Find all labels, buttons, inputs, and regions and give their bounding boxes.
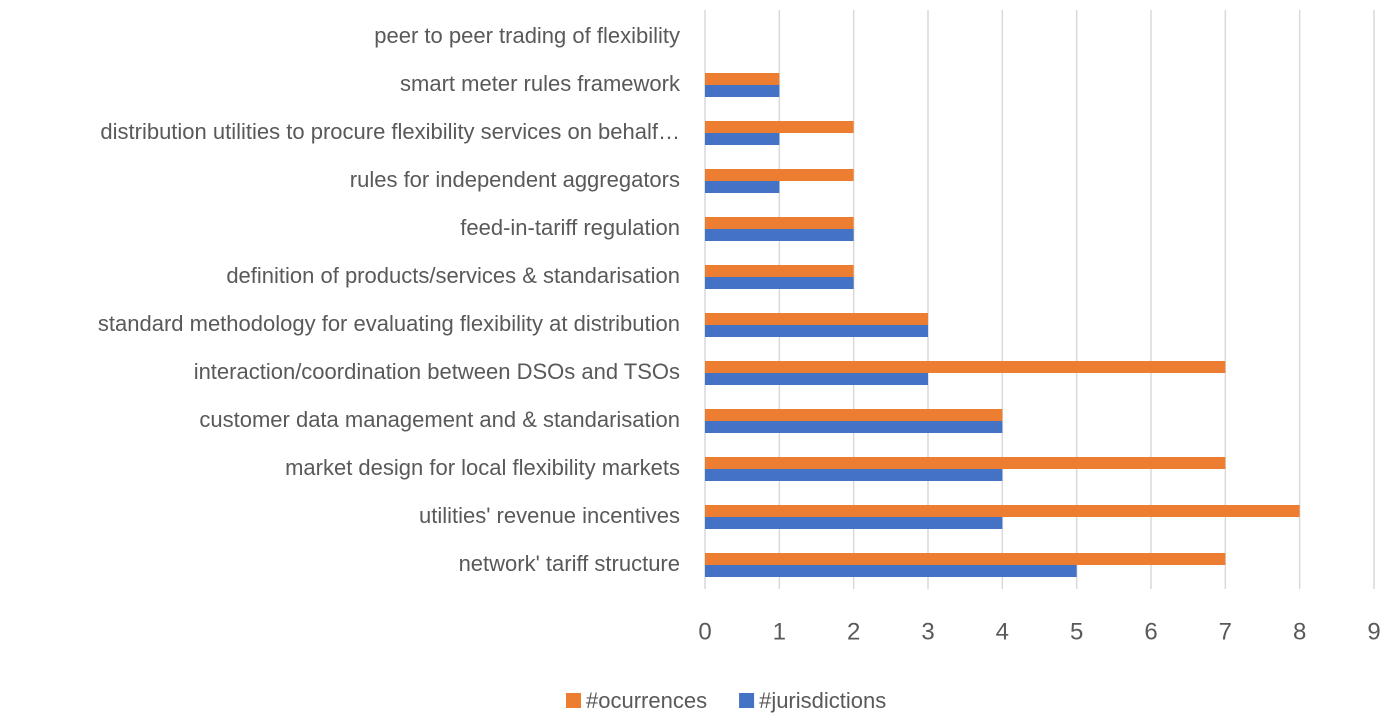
legend-swatch (566, 693, 581, 708)
x-tick-label: 4 (996, 618, 1009, 645)
bar (705, 73, 780, 85)
x-tick-label: 9 (1367, 618, 1380, 645)
legend-label: #jurisdictions (759, 688, 886, 713)
y-tick-label: network' tariff structure (459, 551, 680, 576)
x-tick-label: 6 (1144, 618, 1157, 645)
y-tick-label: smart meter rules framework (400, 71, 681, 96)
x-tick-label: 5 (1070, 618, 1083, 645)
bar (705, 457, 1226, 469)
bar (705, 565, 1077, 577)
x-tick-label: 1 (773, 618, 786, 645)
x-tick-label: 3 (921, 618, 934, 645)
y-tick-label: utilities' revenue incentives (419, 503, 680, 528)
bar (705, 133, 780, 145)
bar (705, 505, 1300, 517)
bar (705, 373, 928, 385)
bar (705, 325, 928, 337)
y-tick-label: distribution utilities to procure flexib… (100, 119, 680, 144)
legend-label: #ocurrences (586, 688, 707, 713)
legend-swatch (739, 693, 755, 708)
y-tick-label: rules for independent aggregators (350, 167, 680, 192)
y-tick-label: peer to peer trading of flexibility (374, 23, 680, 48)
bar (705, 229, 854, 241)
bar (705, 265, 854, 277)
x-tick-label: 0 (698, 618, 711, 645)
bar (705, 469, 1003, 481)
bar (705, 361, 1226, 373)
bar (705, 169, 854, 181)
bar (705, 517, 1003, 529)
bar (705, 409, 1003, 421)
y-tick-label: standard methodology for evaluating flex… (98, 311, 680, 336)
bar (705, 553, 1226, 565)
bar (705, 121, 854, 133)
y-tick-label: interaction/coordination between DSOs an… (194, 359, 680, 384)
bar (705, 313, 928, 325)
y-tick-label: definition of products/services & standa… (226, 263, 680, 288)
y-tick-label: market design for local flexibility mark… (285, 455, 680, 480)
bar (705, 421, 1003, 433)
bar (705, 181, 780, 193)
y-tick-label: customer data management and & standaris… (199, 407, 680, 432)
bar (705, 85, 780, 97)
x-tick-label: 2 (847, 618, 860, 645)
bar (705, 217, 854, 229)
y-tick-label: feed-in-tariff regulation (460, 215, 680, 240)
x-tick-label: 8 (1293, 618, 1306, 645)
x-tick-label: 7 (1219, 618, 1232, 645)
bar (705, 277, 854, 289)
